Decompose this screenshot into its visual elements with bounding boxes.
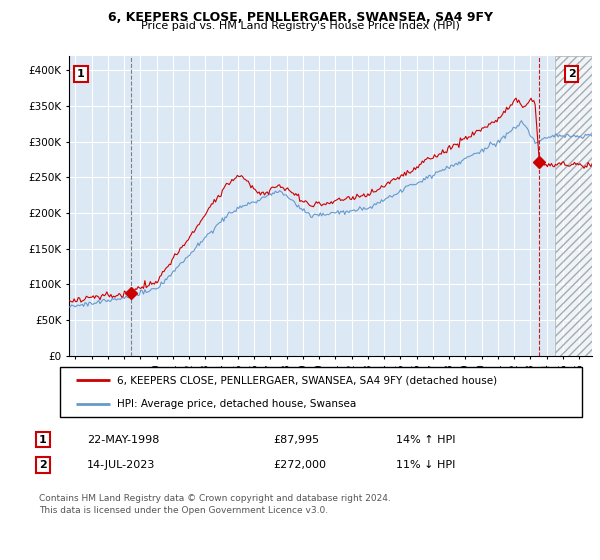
Bar: [555, 56, 592, 356]
Text: 1: 1: [77, 69, 85, 79]
Text: 2: 2: [568, 69, 575, 79]
Text: 6, KEEPERS CLOSE, PENLLERGAER, SWANSEA, SA4 9FY: 6, KEEPERS CLOSE, PENLLERGAER, SWANSEA, …: [107, 11, 493, 24]
Text: HPI: Average price, detached house, Swansea: HPI: Average price, detached house, Swan…: [118, 399, 356, 409]
Text: 6, KEEPERS CLOSE, PENLLERGAER, SWANSEA, SA4 9FY (detached house): 6, KEEPERS CLOSE, PENLLERGAER, SWANSEA, …: [118, 375, 497, 385]
Text: 1: 1: [39, 435, 47, 445]
Text: 14-JUL-2023: 14-JUL-2023: [87, 460, 155, 470]
Text: 14% ↑ HPI: 14% ↑ HPI: [396, 435, 455, 445]
Bar: [555, 56, 592, 356]
Text: Price paid vs. HM Land Registry's House Price Index (HPI): Price paid vs. HM Land Registry's House …: [140, 21, 460, 31]
Text: Contains HM Land Registry data © Crown copyright and database right 2024.
This d: Contains HM Land Registry data © Crown c…: [39, 494, 391, 515]
Text: 22-MAY-1998: 22-MAY-1998: [87, 435, 160, 445]
Text: 11% ↓ HPI: 11% ↓ HPI: [396, 460, 455, 470]
Text: £272,000: £272,000: [273, 460, 326, 470]
Text: 2: 2: [39, 460, 47, 470]
FancyBboxPatch shape: [60, 367, 582, 417]
Text: £87,995: £87,995: [273, 435, 319, 445]
